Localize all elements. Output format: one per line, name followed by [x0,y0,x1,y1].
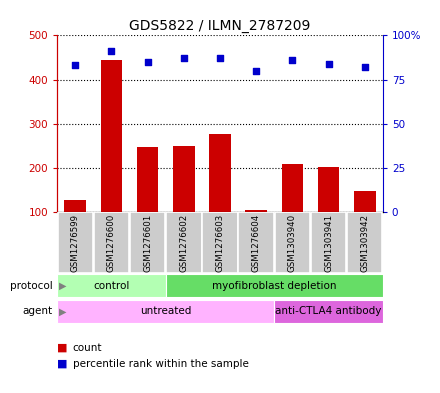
Point [144,59,151,65]
Bar [58,212,93,273]
Point [108,48,115,54]
Bar [166,274,383,298]
Text: GSM1276600: GSM1276600 [107,213,116,272]
Point [253,68,260,74]
Text: GSM1276601: GSM1276601 [143,213,152,272]
Bar [238,212,274,273]
Point [361,64,368,70]
Text: ■: ■ [57,358,71,369]
Text: GSM1276604: GSM1276604 [252,213,260,272]
Bar [354,191,376,212]
Point [216,55,224,61]
Text: untreated: untreated [140,307,191,316]
Text: GSM1303941: GSM1303941 [324,214,333,272]
Text: count: count [73,343,102,353]
Bar [94,212,129,273]
Bar [64,200,86,212]
Title: GDS5822 / ILMN_2787209: GDS5822 / ILMN_2787209 [129,19,311,33]
Text: GSM1276603: GSM1276603 [216,213,224,272]
Text: GSM1276599: GSM1276599 [71,214,80,272]
Text: anti-CTLA4 antibody: anti-CTLA4 antibody [275,307,382,316]
Bar [282,163,303,212]
Text: GSM1276602: GSM1276602 [180,213,188,272]
Text: GSM1303942: GSM1303942 [360,214,369,272]
Text: GSM1303940: GSM1303940 [288,214,297,272]
Text: ▶: ▶ [59,307,67,316]
Text: agent: agent [23,307,53,316]
Bar [274,300,383,323]
Bar [166,212,202,273]
Bar [246,210,267,212]
Text: myofibroblast depletion: myofibroblast depletion [212,281,337,291]
Bar [57,274,166,298]
Point [289,57,296,63]
Bar [57,300,274,323]
Point [72,62,79,68]
Bar [137,147,158,212]
Bar [209,134,231,212]
Text: percentile rank within the sample: percentile rank within the sample [73,358,249,369]
Text: ▶: ▶ [59,281,67,291]
Bar [101,60,122,212]
Bar [173,146,194,212]
Bar [347,212,382,273]
Bar [202,212,238,273]
Bar [311,212,346,273]
Text: control: control [93,281,130,291]
Bar [130,212,165,273]
Point [180,55,187,61]
Bar [318,167,339,212]
Bar [275,212,310,273]
Text: protocol: protocol [10,281,53,291]
Point [325,61,332,67]
Text: ■: ■ [57,343,71,353]
